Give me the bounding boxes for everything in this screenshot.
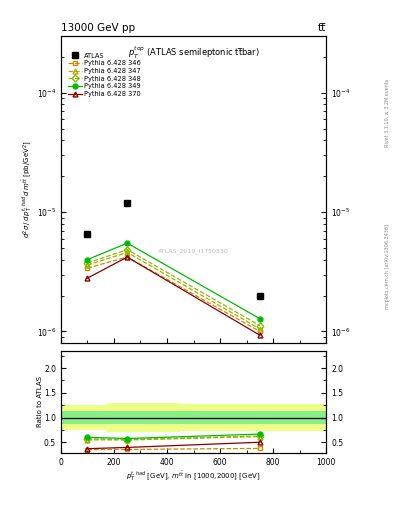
Text: mcplots.cern.ch [arXiv:1306.3436]: mcplots.cern.ch [arXiv:1306.3436] [385,224,389,309]
Pythia 6.428 346 [85,265,90,271]
Line: Pythia 6.428 349: Pythia 6.428 349 [85,241,262,321]
Pythia 6.428 349 [125,240,130,246]
ATLAS [85,231,90,238]
Text: $p_T^{top}$ (ATLAS semileptonic tt̅bar): $p_T^{top}$ (ATLAS semileptonic tt̅bar) [128,45,259,61]
Pythia 6.428 347 [257,326,262,332]
Pythia 6.428 348 [257,323,262,329]
Line: ATLAS: ATLAS [84,200,263,298]
Text: ATLAS_2019_I1750330: ATLAS_2019_I1750330 [158,248,229,254]
Legend: ATLAS, Pythia 6.428 346, Pythia 6.428 347, Pythia 6.428 348, Pythia 6.428 349, P: ATLAS, Pythia 6.428 346, Pythia 6.428 34… [67,52,142,98]
ATLAS [125,200,130,206]
Y-axis label: $d^2\sigma\,/\,d\,p_T^{t,had}\,d\,m^{t\bar{t}}$ [pb/GeV$^2$]: $d^2\sigma\,/\,d\,p_T^{t,had}\,d\,m^{t\b… [21,141,35,238]
Y-axis label: Ratio to ATLAS: Ratio to ATLAS [37,376,42,428]
X-axis label: $p_T^{t,had}$ [GeV], $m^{t\bar{t}}$ in [1000,2000] [GeV]: $p_T^{t,had}$ [GeV], $m^{t\bar{t}}$ in [… [127,470,261,484]
Line: Pythia 6.428 346: Pythia 6.428 346 [85,254,262,334]
Line: Pythia 6.428 347: Pythia 6.428 347 [85,250,262,331]
Text: Rivet 3.1.10, ≥ 3.2M events: Rivet 3.1.10, ≥ 3.2M events [385,78,389,147]
Pythia 6.428 370 [125,254,130,260]
Pythia 6.428 346 [125,254,130,260]
Pythia 6.428 348 [125,247,130,253]
Pythia 6.428 370 [257,332,262,338]
Line: Pythia 6.428 348: Pythia 6.428 348 [85,247,262,328]
Text: 13000 GeV pp: 13000 GeV pp [61,23,135,33]
Pythia 6.428 348 [85,260,90,266]
Pythia 6.428 349 [257,315,262,322]
Pythia 6.428 347 [85,262,90,268]
Pythia 6.428 370 [85,275,90,281]
Line: Pythia 6.428 370: Pythia 6.428 370 [85,254,262,338]
Text: tt̅: tt̅ [318,23,326,33]
ATLAS [257,292,262,298]
Pythia 6.428 346 [257,328,262,334]
Pythia 6.428 347 [125,249,130,255]
Pythia 6.428 349 [85,257,90,263]
